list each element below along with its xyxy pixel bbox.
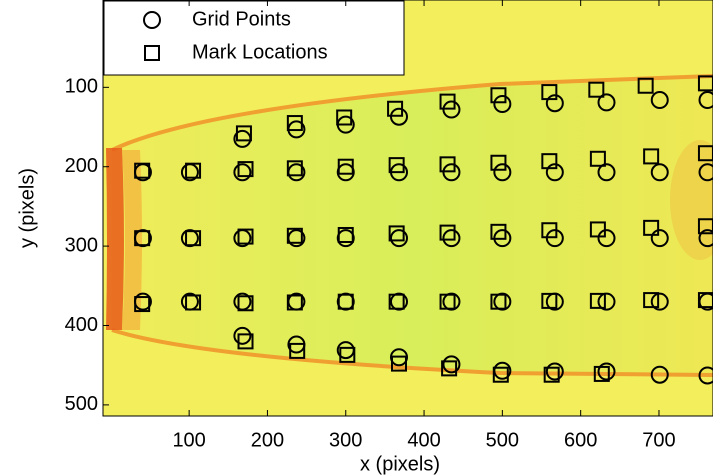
circle-marker: [698, 163, 713, 182]
circle-marker: [650, 229, 669, 248]
square-marker: [439, 93, 456, 110]
square-marker: [237, 228, 254, 245]
circle-marker: [389, 229, 408, 248]
circle-marker: [597, 292, 616, 311]
circle-marker: [698, 91, 713, 110]
x-tick-label: 100: [172, 429, 205, 451]
square-marker: [541, 222, 558, 239]
square-marker: [134, 296, 151, 313]
square-marker: [541, 153, 558, 170]
circle-marker: [233, 326, 252, 345]
x-tick-label: 300: [329, 429, 362, 451]
square-marker: [286, 294, 303, 311]
circle-marker: [698, 366, 713, 385]
square-marker: [589, 150, 606, 167]
square-marker: [286, 160, 303, 177]
square-marker: [543, 366, 560, 383]
circle-marker: [493, 95, 512, 113]
circle-marker: [545, 362, 564, 381]
square-marker: [490, 293, 507, 310]
x-tick-label: 700: [642, 429, 675, 451]
square-marker: [134, 230, 151, 247]
square-marker: [441, 360, 458, 377]
square-marker: [339, 346, 356, 363]
legend-label: Mark Locations: [192, 41, 328, 63]
circle-marker: [698, 229, 713, 248]
square-marker: [337, 158, 354, 175]
circle-marker: [493, 163, 512, 182]
square-marker: [286, 227, 303, 244]
square-marker: [490, 87, 507, 104]
y-tick-label: 200: [65, 155, 98, 177]
circle-marker: [442, 355, 461, 374]
legend-box: [103, 0, 405, 76]
square-marker: [541, 292, 558, 309]
legend-label: Grid Points: [192, 8, 291, 30]
square-marker: [134, 162, 151, 179]
x-axis-label: x (pixels): [360, 453, 440, 475]
square-marker: [289, 342, 306, 359]
square-marker: [237, 161, 254, 178]
square-marker: [336, 109, 353, 126]
square-marker: [643, 219, 660, 236]
square-marker: [589, 292, 606, 309]
square-marker: [439, 293, 456, 310]
circle-marker: [597, 229, 616, 248]
square-marker: [235, 125, 252, 142]
square-marker: [492, 366, 509, 383]
circle-marker: [233, 163, 252, 182]
square-marker: [541, 84, 558, 101]
circle-marker: [597, 163, 616, 182]
square-marker: [337, 226, 354, 243]
y-axis-label: y (pixels): [16, 168, 38, 248]
x-tick-label: 200: [251, 429, 284, 451]
square-marker: [390, 355, 407, 372]
circle-marker: [545, 163, 564, 182]
plot-frame: [102, 0, 713, 417]
square-marker: [643, 292, 660, 309]
circle-marker: [545, 94, 564, 113]
square-marker: [637, 77, 654, 94]
square-marker: [185, 294, 202, 311]
y-tick-label: 400: [65, 314, 98, 336]
square-marker: [387, 100, 404, 117]
x-tick-label: 500: [486, 429, 519, 451]
square-marker: [589, 221, 606, 238]
x-tick-label: 400: [407, 429, 440, 451]
circle-marker: [650, 91, 669, 110]
circle-marker: [597, 93, 616, 112]
square-marker: [337, 293, 354, 310]
square-marker: [439, 224, 456, 241]
square-marker: [185, 230, 202, 247]
circle-marker: [143, 11, 161, 29]
circle-marker: [597, 362, 616, 381]
legend: Grid Points Mark Locations: [103, 0, 405, 76]
circle-marker: [650, 292, 669, 311]
square-marker: [490, 154, 507, 171]
square-marker: [588, 81, 605, 98]
circle-marker: [650, 365, 669, 384]
square-marker: [286, 115, 303, 132]
square-marker: [185, 162, 202, 179]
square-marker: [490, 223, 507, 240]
y-tick-label: 500: [65, 393, 98, 415]
square-marker: [388, 293, 405, 310]
square-marker: [439, 156, 456, 173]
square-marker: [237, 333, 254, 350]
y-tick-label: 300: [65, 234, 98, 256]
square-marker: [593, 365, 610, 382]
square-marker: [643, 148, 660, 165]
y-tick-label: 100: [65, 76, 98, 98]
square-marker: [237, 295, 254, 312]
circle-marker: [650, 163, 669, 182]
square-marker: [388, 225, 405, 242]
square-marker: [388, 157, 405, 174]
square-marker: [144, 45, 160, 61]
x-tick-label: 600: [564, 429, 597, 451]
circle-marker: [442, 229, 461, 248]
